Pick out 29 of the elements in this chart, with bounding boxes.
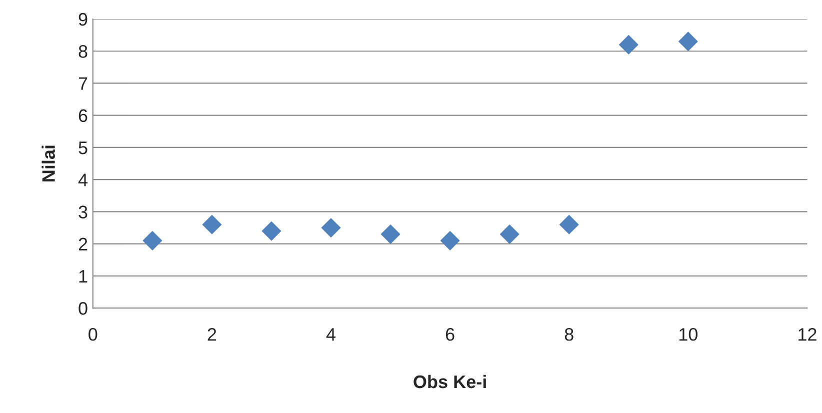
x-tick-label: 12 xyxy=(798,328,816,341)
y-tick-label: 9 xyxy=(78,12,88,26)
point xyxy=(678,32,698,52)
x-tick-label: 2 xyxy=(208,328,216,341)
y-tick-label: 2 xyxy=(78,238,88,250)
y-tick-label: 4 xyxy=(78,174,88,186)
point xyxy=(440,230,460,250)
point xyxy=(380,224,400,244)
point xyxy=(500,224,520,244)
y-axis-title: Nilai xyxy=(42,146,55,182)
y-tick-label: 1 xyxy=(79,270,88,283)
point xyxy=(262,221,282,241)
x-tick-label: 4 xyxy=(326,328,336,341)
point xyxy=(202,214,222,234)
y-tick-label: 6 xyxy=(78,109,88,122)
point xyxy=(559,214,579,234)
y-tick-label: 8 xyxy=(78,45,88,58)
x-tick-label: 0 xyxy=(88,328,98,341)
x-tick-label: 8 xyxy=(564,328,574,341)
y-tick-label: 5 xyxy=(78,142,88,154)
x-tick-label: 6 xyxy=(446,328,454,341)
point xyxy=(142,230,162,250)
x-axis-title: Obs Ke-i xyxy=(414,374,486,388)
point xyxy=(618,35,638,54)
point xyxy=(321,218,341,238)
y-tick-label: 7 xyxy=(78,77,88,90)
y-tick-label: 3 xyxy=(78,206,88,218)
y-tick-label: 0 xyxy=(78,302,88,315)
x-tick-label: 10 xyxy=(679,328,698,341)
